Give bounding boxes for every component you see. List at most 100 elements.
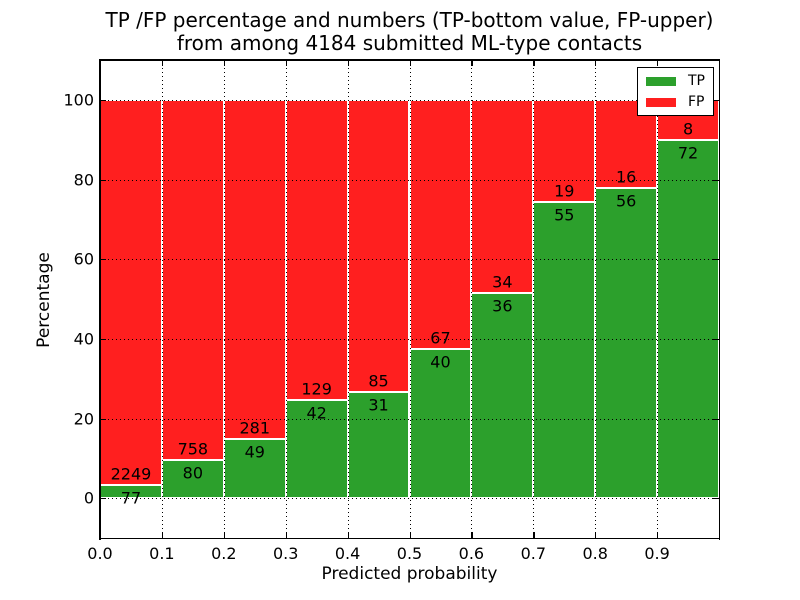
x-tick-mark bbox=[161, 532, 164, 538]
y-tick-label: 0 bbox=[83, 488, 94, 508]
tp-count-label: 80 bbox=[182, 463, 204, 483]
fp-count-label: 19 bbox=[554, 181, 575, 201]
y-tick-label: 80 bbox=[73, 170, 94, 189]
fp-count-label: 16 bbox=[615, 167, 637, 187]
x-tick-mark bbox=[533, 532, 535, 538]
y-tick-mark bbox=[713, 418, 719, 420]
chart-title-line-2: from among 4184 submitted ML-type contac… bbox=[176, 31, 643, 55]
y-tick-mark bbox=[100, 259, 106, 261]
legend-entry-fp: FP bbox=[646, 95, 705, 109]
x-tick-label: 0.9 bbox=[644, 544, 670, 563]
x-tick-label: 0.2 bbox=[211, 544, 237, 563]
plot-area: 2249 77 758 80 281 49 129 42 85 31 67 40 34 36 19 55 16 5… bbox=[99, 59, 720, 540]
tp-count-label: 31 bbox=[368, 395, 389, 415]
legend: TP FP bbox=[637, 67, 714, 116]
bar-segment-fp bbox=[100, 99, 162, 485]
x-tick-mark bbox=[657, 532, 659, 538]
fp-count-label: 129 bbox=[301, 379, 332, 399]
gridline-vertical bbox=[347, 60, 349, 538]
y-tick-label: 100 bbox=[63, 90, 94, 110]
x-tick-mark bbox=[161, 60, 164, 66]
bar-segment-tp bbox=[595, 188, 658, 499]
gridline-vertical bbox=[471, 60, 473, 538]
x-tick-label: 0.1 bbox=[149, 544, 175, 563]
fp-swatch-icon bbox=[646, 97, 676, 107]
x-tick-label: 0.4 bbox=[334, 544, 361, 563]
y-tick-label: 20 bbox=[73, 409, 94, 428]
fp-count-label: 8 bbox=[682, 119, 694, 139]
x-tick-mark bbox=[223, 60, 226, 66]
x-tick-label: 0.0 bbox=[87, 544, 113, 563]
bar-segment-tp bbox=[409, 349, 472, 499]
y-tick-mark bbox=[713, 99, 719, 102]
gridline-vertical bbox=[161, 60, 163, 538]
x-tick-mark bbox=[471, 532, 473, 538]
bar-segment-fp bbox=[223, 99, 286, 439]
x-tick-mark bbox=[533, 60, 535, 66]
right-spine bbox=[718, 59, 720, 540]
bar-segment-tp bbox=[471, 293, 534, 499]
x-tick-mark bbox=[100, 60, 102, 66]
x-tick-mark bbox=[657, 60, 659, 66]
x-tick-mark bbox=[223, 532, 226, 538]
fp-count-label: 281 bbox=[239, 418, 271, 438]
gridline-horizontal bbox=[100, 99, 719, 101]
bar-segment-fp bbox=[533, 99, 596, 203]
chart-title-line-1: TP /FP percentage and numbers (TP-bottom… bbox=[105, 8, 714, 32]
top-spine bbox=[99, 59, 720, 61]
x-tick-mark bbox=[347, 60, 349, 66]
bar-segment-fp bbox=[471, 99, 534, 294]
y-tick-mark bbox=[100, 498, 106, 500]
tp-count-label: 55 bbox=[554, 205, 575, 225]
gridline-vertical bbox=[657, 60, 659, 538]
legend-label-fp: FP bbox=[688, 94, 705, 110]
y-tick-mark bbox=[713, 179, 719, 181]
bar-segment-fp bbox=[409, 99, 472, 350]
bar-segment-tp bbox=[347, 391, 410, 499]
tp-count-label: 36 bbox=[492, 296, 513, 316]
y-tick-mark bbox=[713, 259, 719, 261]
y-tick-mark bbox=[713, 338, 719, 341]
fp-count-label: 2249 bbox=[110, 464, 152, 484]
gridline-vertical bbox=[595, 60, 597, 538]
fp-count-label: 34 bbox=[492, 272, 513, 292]
bar-segment-tp bbox=[657, 139, 719, 499]
x-axis-label: Predicted probability bbox=[321, 564, 498, 584]
y-tick-mark bbox=[100, 179, 106, 181]
tp-count-label: 56 bbox=[615, 191, 637, 211]
bar-segment-tp bbox=[533, 202, 596, 499]
y-tick-label: 40 bbox=[73, 329, 94, 349]
x-tick-mark bbox=[409, 60, 411, 66]
y-tick-mark bbox=[100, 418, 106, 420]
x-tick-mark bbox=[285, 60, 287, 66]
bar-segment-fp bbox=[347, 99, 410, 392]
legend-label-tp: TP bbox=[688, 73, 705, 89]
bar-segment-fp bbox=[285, 99, 348, 401]
x-tick-label: 0.5 bbox=[396, 544, 423, 563]
x-tick-label: 0.7 bbox=[520, 544, 547, 563]
gridline-vertical bbox=[285, 60, 287, 538]
tp-count-label: 77 bbox=[120, 488, 142, 508]
fp-count-label: 67 bbox=[430, 328, 451, 348]
x-tick-mark bbox=[347, 532, 349, 538]
gridline-vertical bbox=[223, 60, 225, 538]
y-tick-mark bbox=[713, 498, 719, 500]
tp-count-label: 40 bbox=[430, 352, 451, 372]
x-tick-mark bbox=[285, 532, 287, 538]
x-tick-label: 0.6 bbox=[458, 544, 485, 563]
x-tick-mark bbox=[595, 60, 597, 66]
tp-count-label: 42 bbox=[306, 403, 327, 423]
y-tick-mark bbox=[100, 338, 106, 341]
gridline-horizontal bbox=[100, 418, 719, 420]
x-tick-mark bbox=[595, 532, 597, 538]
x-tick-mark bbox=[471, 60, 473, 66]
y-tick-mark bbox=[100, 99, 106, 102]
gridline-horizontal bbox=[100, 498, 719, 500]
gridline-vertical bbox=[409, 60, 411, 538]
x-tick-label: 0.3 bbox=[272, 544, 299, 563]
x-tick-mark bbox=[100, 532, 102, 538]
bar-segment-tp bbox=[161, 460, 224, 499]
gridline-horizontal bbox=[100, 338, 719, 340]
fp-count-label: 85 bbox=[368, 371, 389, 391]
tp-swatch-icon bbox=[646, 76, 676, 86]
